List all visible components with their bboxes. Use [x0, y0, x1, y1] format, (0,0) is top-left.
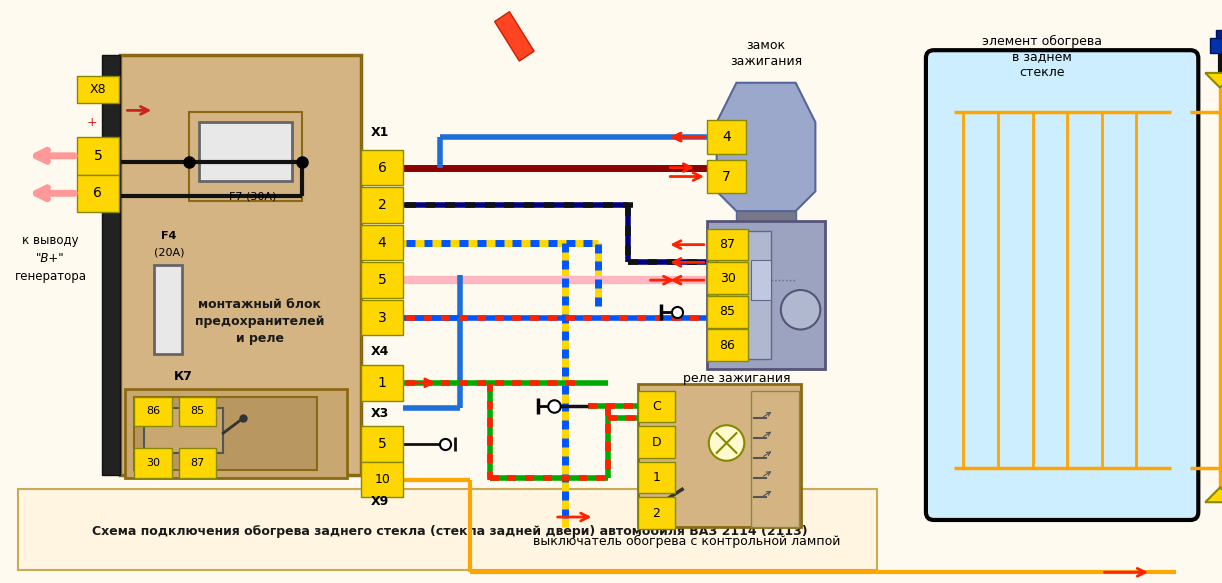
Text: реле зажигания: реле зажигания [683, 373, 791, 385]
Bar [362, 300, 403, 335]
Text: 30: 30 [720, 272, 736, 285]
Text: 30: 30 [147, 458, 160, 468]
Text: 10: 10 [374, 473, 390, 486]
Text: 2: 2 [653, 507, 660, 519]
Bar [362, 225, 403, 261]
Polygon shape [495, 12, 534, 61]
Text: 85: 85 [720, 305, 736, 318]
Text: D: D [651, 436, 661, 448]
Text: 4: 4 [378, 236, 386, 250]
Bar [638, 384, 800, 527]
Text: 1: 1 [653, 471, 660, 484]
Text: выключатель обогрева с контрольной лампой: выключатель обогрева с контрольной лампо… [533, 535, 841, 548]
Bar [77, 76, 119, 104]
Bar [134, 396, 172, 426]
Bar [188, 113, 302, 201]
Bar [1210, 38, 1222, 53]
Bar [716, 231, 771, 359]
Text: X1: X1 [371, 125, 390, 139]
Text: "В+": "В+" [37, 252, 65, 265]
Text: зажигания: зажигания [730, 55, 802, 68]
Bar [362, 262, 403, 298]
Bar [144, 409, 224, 453]
Text: X9: X9 [371, 495, 390, 508]
Bar [120, 55, 362, 475]
Text: 3: 3 [378, 311, 386, 325]
Text: (20A): (20A) [154, 248, 185, 258]
Text: 5: 5 [378, 273, 386, 287]
Text: стекле: стекле [1019, 66, 1066, 79]
Text: 86: 86 [147, 406, 160, 416]
Text: 4: 4 [722, 130, 731, 144]
Bar [125, 389, 347, 477]
Text: замок: замок [747, 38, 786, 52]
Bar [178, 448, 216, 477]
Bar [154, 265, 182, 354]
Bar [362, 150, 403, 185]
Text: 5: 5 [378, 437, 386, 451]
Bar [638, 426, 676, 458]
Text: 5: 5 [94, 149, 103, 163]
Bar [752, 261, 771, 300]
Bar [77, 174, 119, 212]
Bar [638, 497, 676, 529]
Text: 6: 6 [93, 187, 103, 201]
Polygon shape [737, 211, 796, 241]
Bar [362, 187, 403, 223]
Bar [706, 262, 748, 294]
Bar [752, 391, 799, 527]
Text: генератора: генератора [15, 270, 87, 283]
Bar [198, 122, 292, 181]
Text: 85: 85 [191, 406, 204, 416]
Text: 7: 7 [722, 170, 731, 184]
Text: в заднем: в заднем [1013, 51, 1073, 64]
Bar [134, 396, 316, 470]
Text: 6: 6 [378, 161, 386, 175]
Circle shape [709, 425, 744, 461]
Bar [362, 365, 403, 401]
Text: Схема подключения обогрева заднего стекла (стекла задней двери) автомобиля ВАЗ 2: Схема подключения обогрева заднего стекл… [93, 525, 808, 538]
Bar [706, 160, 747, 194]
Text: +: + [87, 116, 98, 129]
Text: X3: X3 [371, 407, 390, 420]
Bar [706, 229, 748, 261]
Text: монтажный блок: монтажный блок [198, 298, 321, 311]
Bar [178, 396, 216, 426]
Circle shape [781, 290, 820, 329]
Polygon shape [1205, 73, 1222, 87]
Text: 2: 2 [378, 198, 386, 212]
Text: F4: F4 [161, 231, 177, 241]
Text: элемент обогрева: элемент обогрева [982, 35, 1102, 48]
Bar [706, 296, 748, 328]
Bar [18, 489, 876, 570]
Bar [362, 462, 403, 497]
Text: X4: X4 [371, 345, 390, 358]
Text: F7 (30A): F7 (30A) [230, 191, 276, 201]
Text: X8: X8 [89, 83, 106, 96]
Bar [77, 137, 119, 174]
Bar [706, 329, 748, 361]
Text: и реле: и реле [236, 332, 284, 345]
FancyBboxPatch shape [926, 50, 1199, 520]
Text: C: C [653, 400, 661, 413]
Bar [362, 426, 403, 462]
Text: 86: 86 [720, 339, 736, 352]
Text: предохранителей: предохранителей [196, 315, 324, 328]
Text: К7: К7 [175, 370, 193, 384]
Text: 87: 87 [720, 238, 736, 251]
Text: 87: 87 [191, 458, 204, 468]
Bar [1216, 30, 1222, 38]
Bar [638, 391, 676, 422]
Bar [101, 55, 120, 475]
Text: 1: 1 [378, 376, 386, 390]
Bar [134, 448, 172, 477]
Bar [706, 120, 747, 154]
Polygon shape [716, 83, 815, 211]
Text: к выводу: к выводу [22, 234, 78, 247]
Polygon shape [1205, 487, 1222, 502]
Bar [638, 462, 676, 493]
Bar [706, 221, 825, 369]
